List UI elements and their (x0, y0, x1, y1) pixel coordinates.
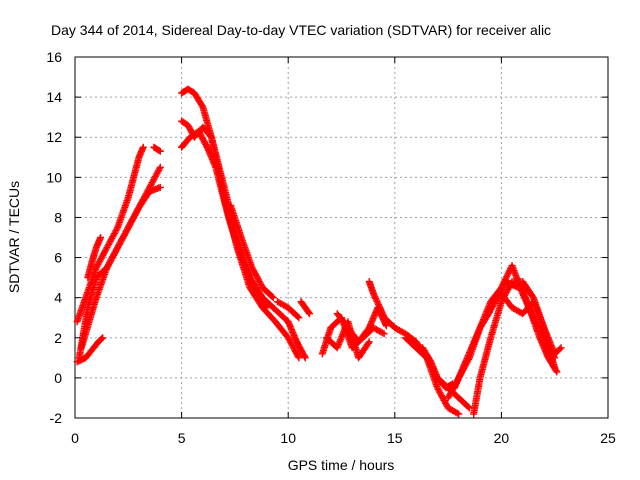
data-point-marker (268, 293, 276, 301)
y-tick-label: 2 (54, 330, 62, 346)
x-tick-label: 25 (600, 430, 616, 446)
data-point-marker (551, 364, 559, 372)
data-point-marker (553, 368, 561, 376)
data-point-marker (295, 314, 303, 322)
series-track (497, 290, 559, 372)
series-track (73, 143, 147, 326)
y-tick-label: 14 (46, 89, 62, 105)
data-point-marker (556, 345, 564, 353)
data-point-marker (372, 294, 380, 302)
data-point-marker (503, 271, 511, 279)
grid (75, 57, 608, 418)
data-point-marker (364, 339, 372, 347)
series-track (150, 143, 164, 155)
data-point-marker (301, 354, 309, 362)
x-tick-label: 15 (387, 430, 403, 446)
series-track (227, 201, 277, 302)
data-point-marker (262, 302, 270, 310)
data-point-marker (306, 310, 314, 318)
y-tick-label: 10 (46, 169, 62, 185)
data-point-marker (372, 296, 380, 304)
data-point-marker (156, 147, 164, 155)
series-track (75, 183, 164, 362)
data-point-marker (380, 330, 388, 338)
data-point-marker (198, 102, 206, 110)
x-tick-label: 10 (280, 430, 296, 446)
data-point-marker (557, 344, 565, 352)
y-tick-label: 12 (46, 129, 62, 145)
tick-labels: 0 5 10 15 20 25 -2 0 2 4 6 8 10 12 14 16 (46, 49, 616, 446)
series-track (380, 314, 463, 418)
series-track (73, 334, 107, 366)
data-point-marker (528, 292, 536, 300)
y-tick-label: 0 (54, 370, 62, 386)
series-track (297, 298, 314, 318)
data-point-marker (155, 165, 163, 173)
data-point-marker (113, 225, 121, 233)
data-point-marker (300, 352, 308, 360)
y-axis-label: SDTVAR / TECUs (6, 181, 22, 293)
data-point-marker (464, 403, 472, 411)
y-tick-label: 4 (54, 290, 62, 306)
series-track (178, 127, 271, 312)
ticks (74, 56, 609, 419)
data-point-marker (139, 143, 147, 151)
data-point-marker (99, 334, 107, 342)
data-point-marker (379, 329, 387, 337)
x-tick-label: 0 (71, 430, 79, 446)
data-point-marker (504, 269, 512, 277)
chart-title: Day 344 of 2014, Sidereal Day-to-day VTE… (51, 22, 551, 38)
data-point-marker (294, 352, 302, 360)
data-point-marker (365, 338, 373, 346)
data-point-marker (156, 163, 164, 171)
data-point-marker (378, 308, 386, 316)
series-track (323, 318, 373, 362)
data-point-marker (465, 404, 473, 412)
series-track (450, 278, 561, 392)
data-point-marker (370, 291, 378, 299)
data-point-marker (375, 302, 383, 310)
data-point-marker (374, 299, 382, 307)
data-point-marker (305, 309, 313, 317)
markers (73, 85, 565, 418)
x-tick-label: 5 (178, 430, 186, 446)
data-point-marker (453, 409, 461, 417)
series-track (84, 234, 105, 282)
x-tick-label: 20 (494, 430, 510, 446)
y-tick-label: 16 (46, 49, 62, 65)
y-tick-label: -2 (50, 410, 63, 426)
data-point-marker (294, 313, 302, 321)
plot-frame (74, 56, 609, 419)
data-point-marker (377, 307, 385, 315)
data-point-marker (295, 354, 303, 362)
y-tick-label: 6 (54, 250, 62, 266)
data-point-marker (263, 304, 271, 312)
y-tick-label: 8 (54, 209, 62, 225)
data-point-marker (98, 335, 106, 343)
data-point-marker (455, 410, 463, 418)
data-point-marker (97, 234, 105, 241)
data-point-marker (156, 183, 164, 191)
data-point-marker (376, 304, 384, 312)
data-point-marker (379, 310, 387, 318)
data-point-marker (369, 290, 377, 298)
data-point-marker (155, 146, 163, 154)
x-axis-label: GPS time / hours (288, 457, 395, 473)
data-point-marker (373, 297, 381, 305)
series-track (419, 344, 456, 392)
series-track (274, 298, 303, 322)
data-point-marker (269, 294, 277, 302)
data-point-marker (374, 301, 382, 309)
data-point-marker (377, 305, 385, 313)
data-point-marker (371, 293, 379, 301)
